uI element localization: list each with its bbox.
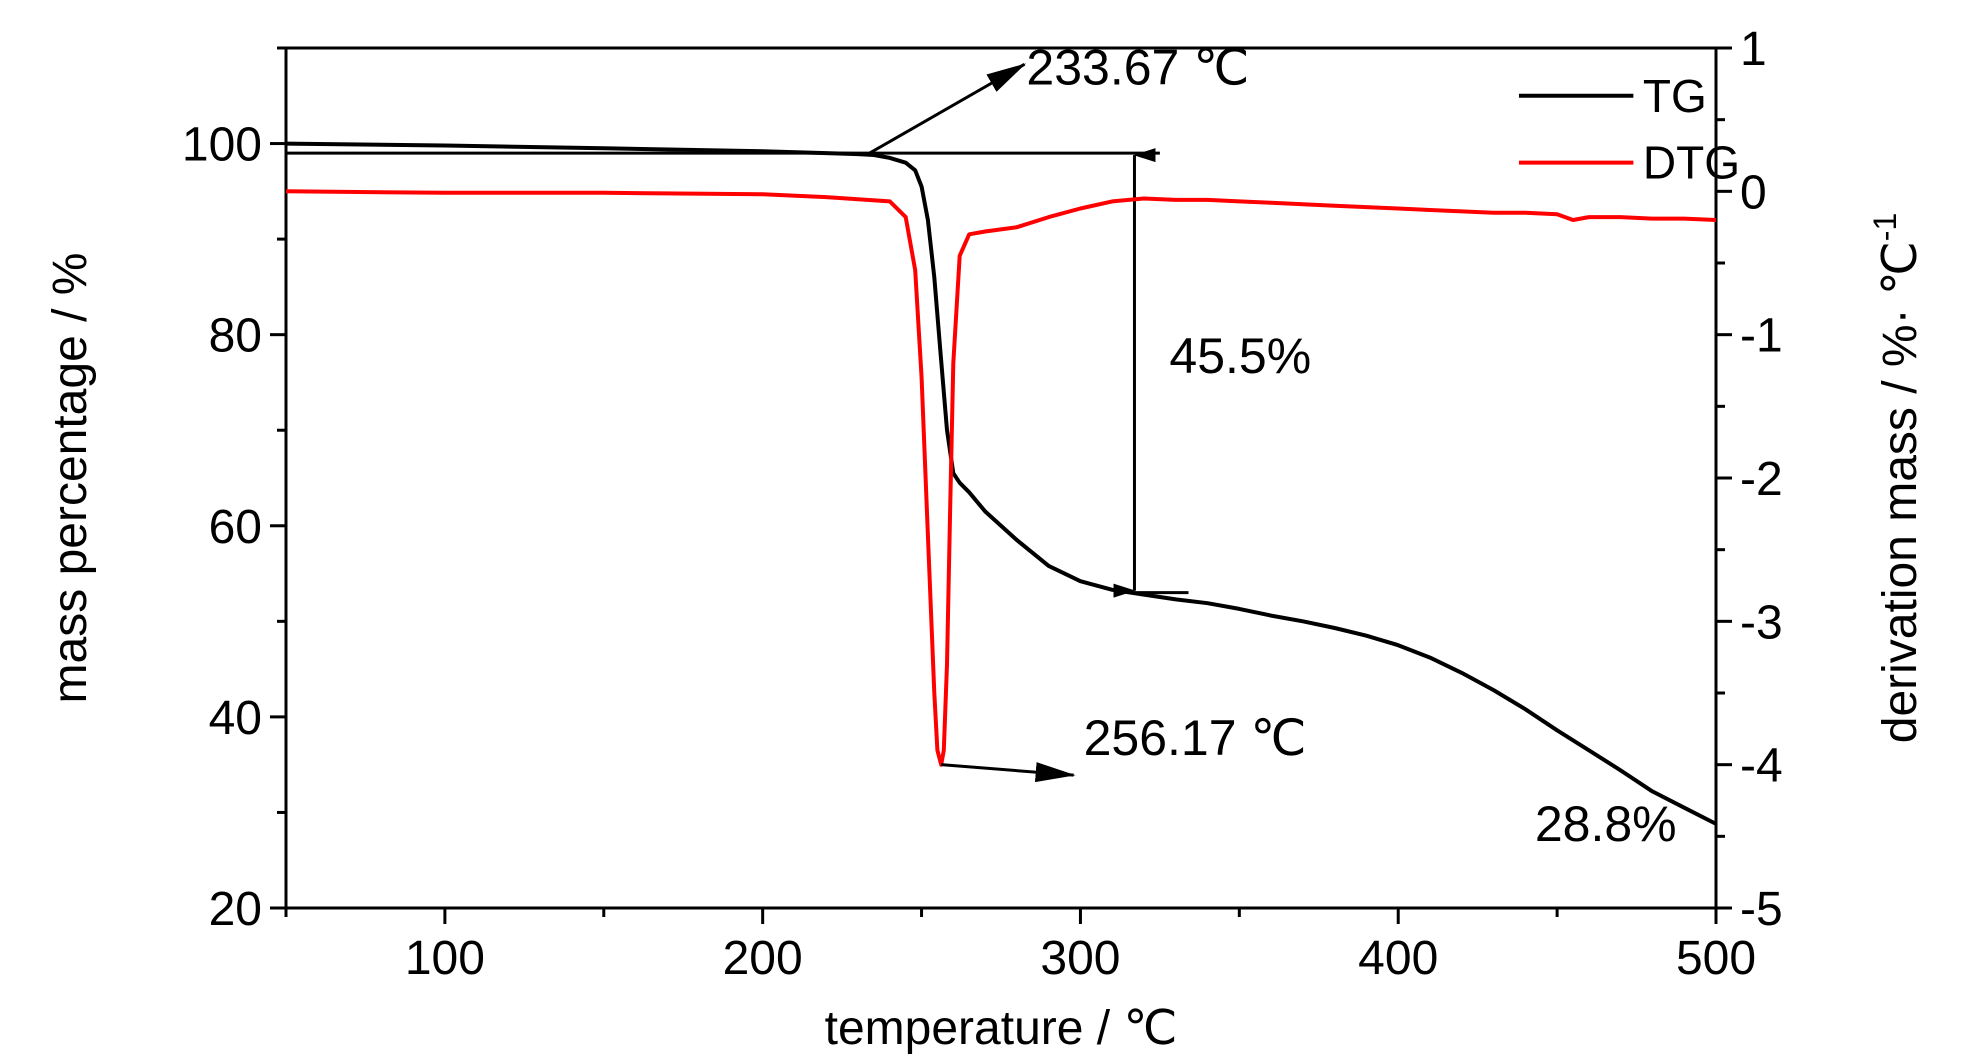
annotation-label: 233.67 ℃ xyxy=(1026,39,1249,95)
x-tick-label: 400 xyxy=(1358,932,1438,985)
y-right-axis-title-main: derivation mass / %· ℃ xyxy=(1874,241,1927,743)
y-left-tick-label: 60 xyxy=(209,501,262,554)
annotation-arrow-onset xyxy=(868,63,1027,155)
axis-ticks xyxy=(270,46,1732,924)
y-right-tick-label: 0 xyxy=(1740,166,1767,219)
y-left-tick-label: 100 xyxy=(182,119,262,172)
x-tick-label: 300 xyxy=(1040,932,1120,985)
y-left-tick-label: 80 xyxy=(209,310,262,363)
x-tick-label: 500 xyxy=(1676,932,1756,985)
x-tick-label: 200 xyxy=(723,932,803,985)
annotation-label: 45.5% xyxy=(1169,328,1311,384)
y-right-axis-title-superscript: -1 xyxy=(1867,213,1903,241)
data-series xyxy=(285,141,1717,826)
annotations: 233.67 ℃ 256.17 ℃ 45.5% 28.8% xyxy=(868,39,1677,852)
legend-label-dtg: DTG xyxy=(1643,137,1740,189)
y-right-tick-label: -3 xyxy=(1740,596,1783,649)
annotation-label: 28.8% xyxy=(1535,796,1677,852)
guide-lines xyxy=(286,148,1189,598)
x-tick-label: 100 xyxy=(405,932,485,985)
y-right-tick-label: -5 xyxy=(1740,883,1783,936)
annotation-arrow-peak xyxy=(941,762,1076,783)
annotation-label: 256.17 ℃ xyxy=(1084,710,1307,766)
legend-label-tg: TG xyxy=(1643,70,1707,122)
y-right-tick-label: -4 xyxy=(1740,740,1783,793)
legend: TG DTG xyxy=(1518,70,1740,189)
y-right-tick-label: -2 xyxy=(1740,453,1783,506)
plot-frame xyxy=(284,46,1718,910)
series-line-dtg xyxy=(285,189,1717,767)
y-right-tick-label: 1 xyxy=(1740,23,1767,76)
y-left-axis-title: mass percentage / % xyxy=(44,253,97,704)
y-left-tick-label: 40 xyxy=(209,692,262,745)
x-axis-title: temperature / ℃ xyxy=(825,1002,1178,1055)
series-line-tg xyxy=(285,141,1717,826)
tick-labels: 100 200 300 400 500 20 40 60 80 100 -5 -4 -3 -2 -1 0 1 xyxy=(182,23,1783,985)
y-left-tick-label: 20 xyxy=(209,883,262,936)
y-right-tick-label: -1 xyxy=(1740,310,1783,363)
y-right-axis-title: derivation mass / %· ℃-1 xyxy=(1867,213,1927,744)
